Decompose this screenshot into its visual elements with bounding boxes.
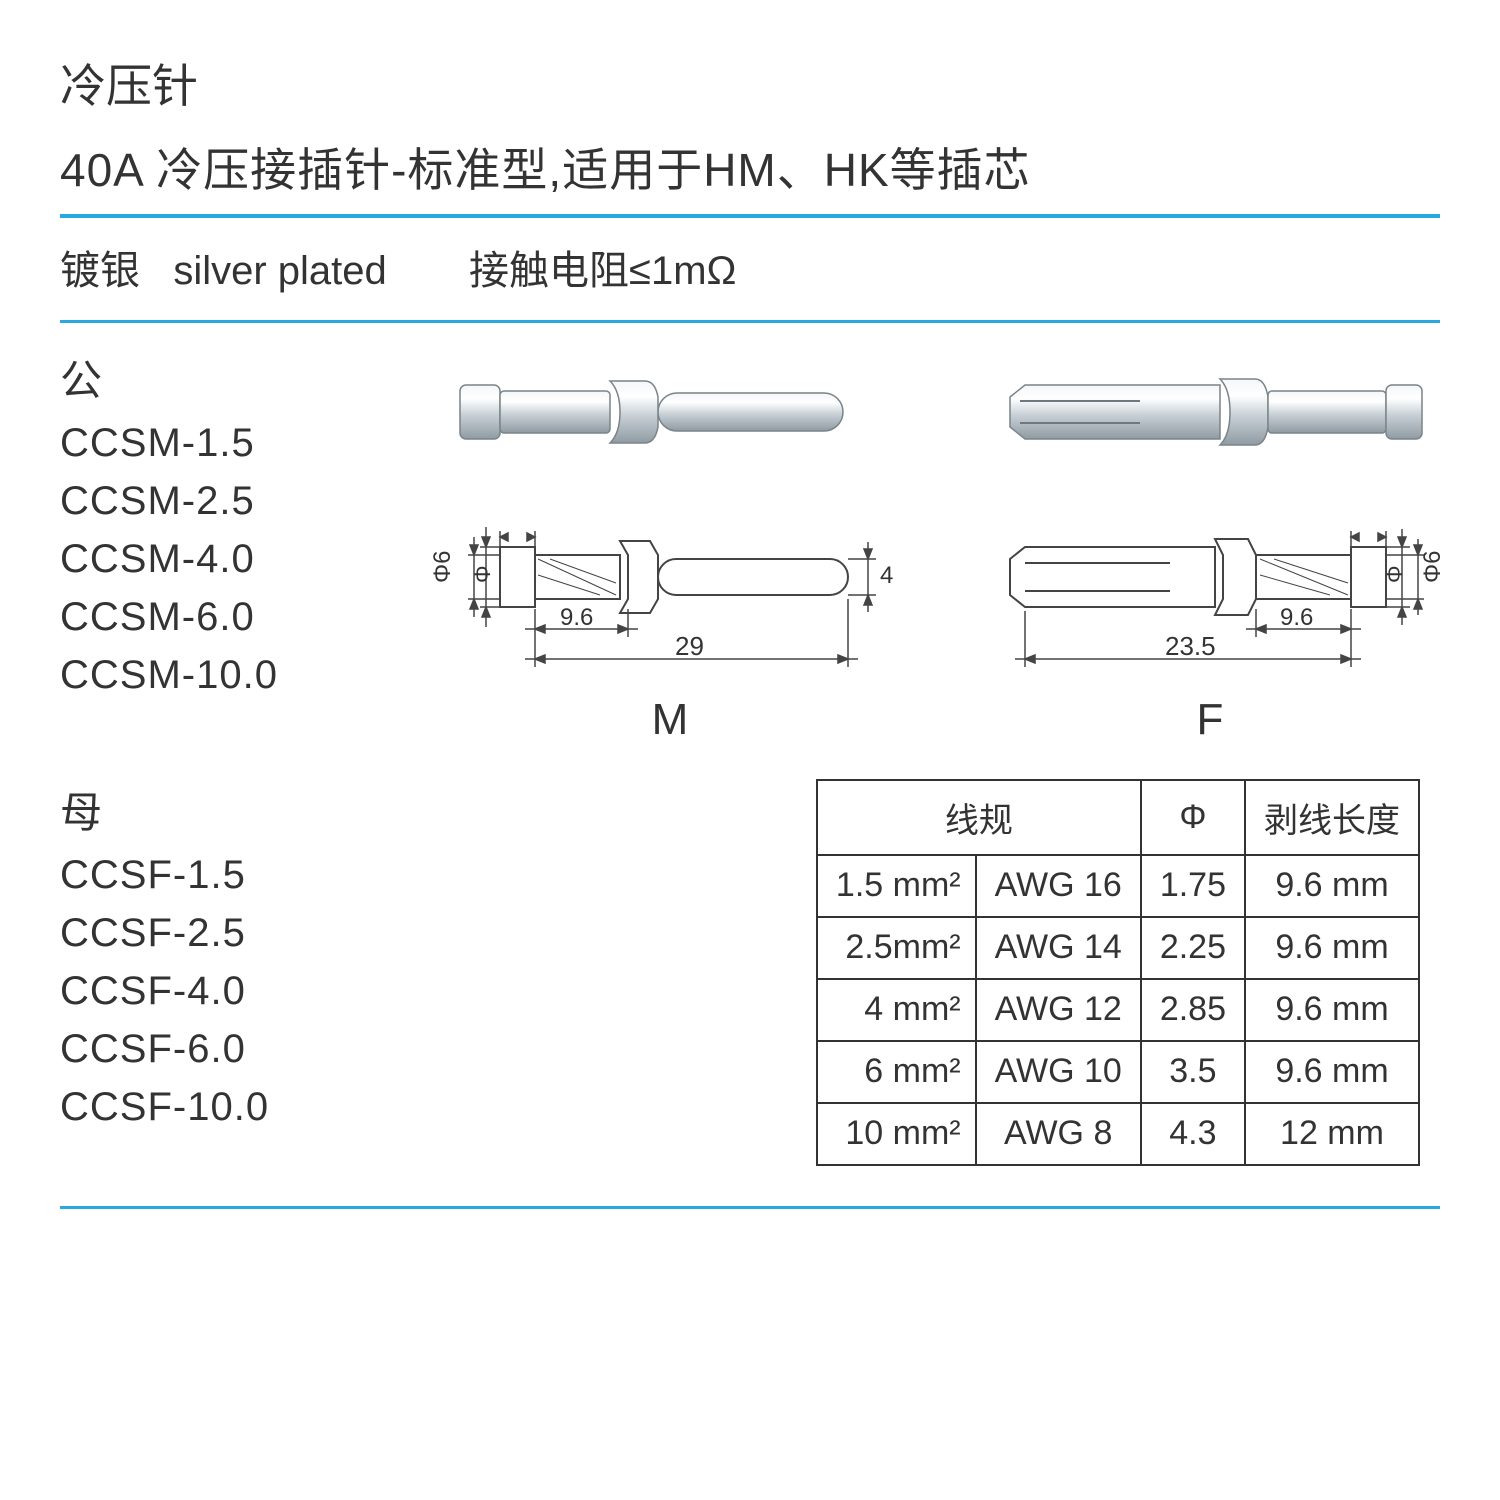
cell-strip: 9.6 mm — [1245, 855, 1419, 917]
cell-awg: AWG 16 — [976, 855, 1141, 917]
dim-phi6: Φ6 — [430, 551, 456, 584]
spec-table: 线规 Φ 剥线长度 1.5 mm² AWG 16 1.75 9.6 mm 2.5… — [816, 779, 1420, 1166]
plating-cn: 镀银 — [60, 249, 140, 293]
table-row: 10 mm² AWG 8 4.3 12 mm — [817, 1103, 1419, 1165]
female-tag: F — [970, 695, 1450, 745]
model-item: CCSF-6.0 — [60, 1020, 420, 1078]
female-models: CCSF-1.5 CCSF-2.5 CCSF-4.0 CCSF-6.0 CCSF… — [60, 846, 420, 1136]
cell-mm2: 6 mm² — [817, 1041, 976, 1103]
cell-mm2: 1.5 mm² — [817, 855, 976, 917]
model-item: CCSM-2.5 — [60, 472, 420, 530]
dim-phi: Φ — [470, 565, 495, 583]
male-label: 公 — [60, 347, 420, 408]
cell-strip: 12 mm — [1245, 1103, 1419, 1165]
cell-strip: 9.6 mm — [1245, 1041, 1419, 1103]
page-subtitle: 40A 冷压接插针-标准型,适用于HM、HK等插芯 — [60, 134, 1440, 200]
model-item: CCSM-1.5 — [60, 414, 420, 472]
divider-bottom — [60, 1206, 1440, 1209]
cell-awg: AWG 10 — [976, 1041, 1141, 1103]
plating-en: silver plated — [173, 249, 386, 293]
cell-strip: 9.6 mm — [1245, 979, 1419, 1041]
contact-resistance: 接触电阻≤1mΩ — [469, 249, 736, 293]
cell-phi: 2.25 — [1141, 917, 1245, 979]
dim-crimp-f: 9.6 — [1280, 604, 1313, 631]
divider-top — [60, 214, 1440, 218]
model-item: CCSM-6.0 — [60, 588, 420, 646]
model-item: CCSF-10.0 — [60, 1078, 420, 1136]
table-header-row: 线规 Φ 剥线长度 — [817, 780, 1419, 855]
model-item: CCSM-10.0 — [60, 646, 420, 704]
male-pin-photo — [430, 347, 910, 477]
dim-phi-f: Φ — [1382, 565, 1407, 583]
table-row: 6 mm² AWG 10 3.5 9.6 mm — [817, 1041, 1419, 1103]
male-tag: M — [430, 695, 910, 745]
female-pin-photo — [970, 347, 1450, 477]
cell-awg: AWG 12 — [976, 979, 1141, 1041]
model-item: CCSF-4.0 — [60, 962, 420, 1020]
cell-mm2: 10 mm² — [817, 1103, 976, 1165]
mf-labels: M F — [430, 695, 1450, 745]
cell-mm2: 2.5mm² — [817, 917, 976, 979]
cell-phi: 2.85 — [1141, 979, 1245, 1041]
model-item: CCSM-4.0 — [60, 530, 420, 588]
th-phi: Φ — [1141, 780, 1245, 855]
table-row: 1.5 mm² AWG 16 1.75 9.6 mm — [817, 855, 1419, 917]
table-row: 2.5mm² AWG 14 2.25 9.6 mm — [817, 917, 1419, 979]
model-item: CCSF-2.5 — [60, 904, 420, 962]
model-item: CCSF-1.5 — [60, 846, 420, 904]
cell-strip: 9.6 mm — [1245, 917, 1419, 979]
cell-phi: 3.5 — [1141, 1041, 1245, 1103]
cell-awg: AWG 14 — [976, 917, 1141, 979]
cell-phi: 1.75 — [1141, 855, 1245, 917]
table-row: 4 mm² AWG 12 2.85 9.6 mm — [817, 979, 1419, 1041]
female-pin-drawing: Φ6 Φ 9.6 — [970, 487, 1450, 687]
cell-mm2: 4 mm² — [817, 979, 976, 1041]
dim-total-f: 23.5 — [1165, 631, 1216, 661]
dim-crimp: 9.6 — [560, 604, 593, 631]
cell-awg: AWG 8 — [976, 1103, 1141, 1165]
female-label: 母 — [60, 779, 420, 840]
divider-mid — [60, 320, 1440, 323]
spec-line: 镀银 silver plated 接触电阻≤1mΩ — [60, 238, 1440, 296]
male-pin-drawing: Φ6 Φ 4 — [430, 487, 910, 687]
cell-phi: 4.3 — [1141, 1103, 1245, 1165]
page-title: 冷压针 — [60, 50, 1440, 116]
dim-tip: 4 — [880, 562, 893, 589]
male-models: CCSM-1.5 CCSM-2.5 CCSM-4.0 CCSM-6.0 CCSM… — [60, 414, 420, 704]
dim-phi6-f: Φ6 — [1419, 551, 1446, 584]
dim-total: 29 — [675, 631, 704, 661]
th-gauge: 线规 — [817, 780, 1141, 855]
th-strip: 剥线长度 — [1245, 780, 1419, 855]
